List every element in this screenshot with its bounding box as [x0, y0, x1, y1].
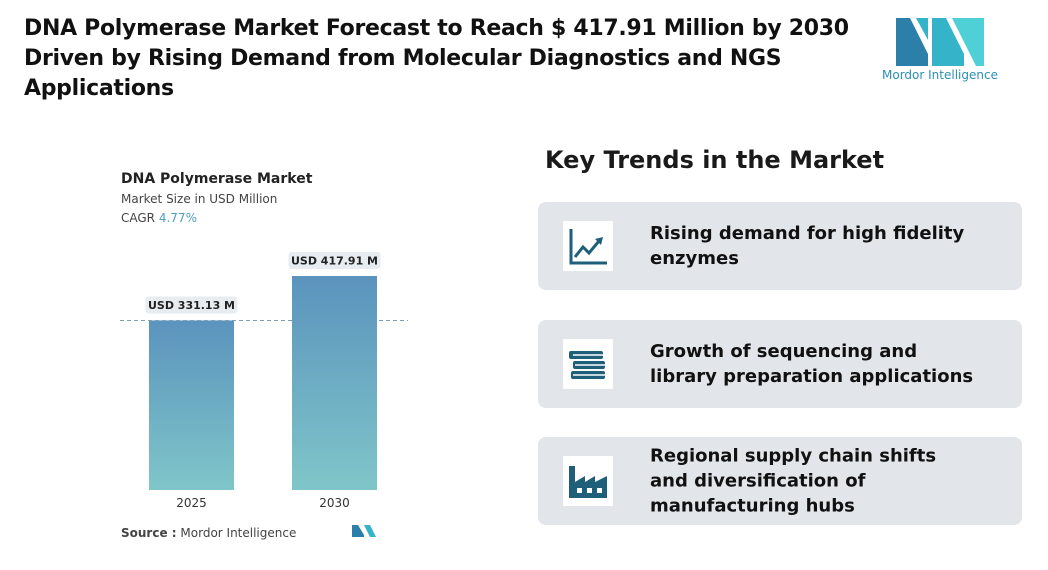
bar: [292, 276, 377, 490]
value-label-bg: [288, 252, 381, 269]
trends-title: Key Trends in the Market: [545, 146, 885, 174]
icon-books: [563, 339, 613, 389]
headline-line: Applications: [24, 76, 174, 101]
chart-subtitle: Market Size in USD Million: [121, 192, 277, 206]
trend-text: Regional supply chain shifts and diversi…: [650, 445, 937, 517]
trend-card: Rising demand for high fidelity enzymes: [538, 202, 1022, 290]
bar: [149, 320, 234, 490]
source-name: Mordor Intelligence: [180, 526, 296, 540]
logo-text: Mordor Intelligence: [882, 68, 998, 82]
headline-line: Driven by Rising Demand from Molecular D…: [24, 46, 782, 71]
logo: Mordor Intelligence: [882, 18, 998, 82]
chart-title: DNA Polymerase Market: [121, 171, 313, 187]
trend-card: Regional supply chain shifts and diversi…: [538, 437, 1022, 525]
headline: DNA Polymerase Market Forecast to Reach …: [24, 14, 849, 104]
x-tick-label: 2025: [176, 496, 207, 510]
trend-text: Growth of sequencing and library prepara…: [650, 341, 974, 387]
value-label: USD 417.91 M: [291, 255, 378, 268]
cagr: CAGR 4.77%: [121, 211, 197, 225]
source: Source : Mordor Intelligence: [121, 526, 296, 540]
source-label: Source :: [121, 526, 177, 540]
small-logo: [352, 525, 376, 537]
value-label: USD 331.13 M: [148, 299, 235, 312]
icon-chart: [563, 221, 613, 271]
trend-text: Rising demand for high fidelity enzymes: [650, 223, 965, 269]
cagr-label: CAGR: [121, 211, 155, 225]
value-label-bg: [145, 296, 238, 314]
cagr-value: 4.77%: [159, 211, 197, 225]
headline-line: DNA Polymerase Market Forecast to Reach …: [24, 16, 849, 41]
chart: DNA Polymerase Market Market Size in USD…: [120, 171, 408, 540]
icon-factory: [563, 456, 613, 506]
trend-card: Growth of sequencing and library prepara…: [538, 320, 1022, 408]
x-tick-label: 2030: [319, 496, 350, 510]
